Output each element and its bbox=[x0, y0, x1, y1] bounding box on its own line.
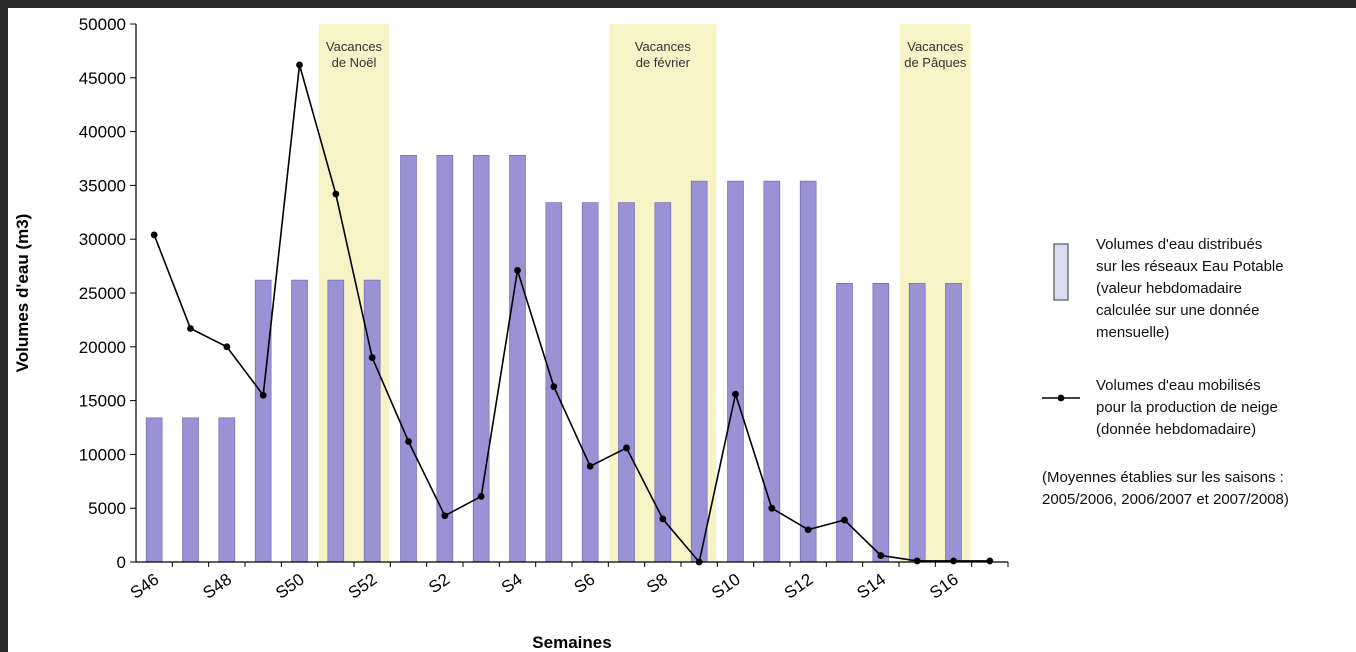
line-point bbox=[913, 557, 921, 565]
x-tick-label: S10 bbox=[708, 570, 744, 603]
bar bbox=[327, 279, 345, 563]
x-tick-label: S48 bbox=[199, 570, 235, 603]
line-point bbox=[550, 383, 558, 391]
legend-line-label: pour la production de neige bbox=[1096, 399, 1278, 416]
line-point bbox=[695, 558, 703, 566]
x-tick-label: S16 bbox=[926, 570, 962, 603]
line-point bbox=[623, 444, 630, 452]
bar bbox=[581, 202, 599, 563]
bar bbox=[400, 154, 417, 563]
holiday-band-label: Vacances bbox=[635, 39, 692, 54]
bar bbox=[218, 417, 236, 563]
bar bbox=[436, 154, 454, 563]
bar bbox=[145, 417, 163, 563]
holiday-band-label: Vacances bbox=[907, 39, 964, 54]
x-tick-label: S2 bbox=[425, 570, 453, 597]
line-point bbox=[841, 516, 848, 524]
bar bbox=[545, 202, 563, 563]
chart-frame: Vacances de Noël Vacances de février Vacance… bbox=[8, 8, 1356, 652]
x-tick-label: S8 bbox=[643, 570, 671, 597]
y-tick-label: 25000 bbox=[79, 284, 126, 303]
bar bbox=[690, 180, 708, 563]
line-point bbox=[732, 390, 739, 398]
line-point bbox=[768, 504, 776, 512]
y-tick-label: 5000 bbox=[88, 499, 126, 518]
holiday-band-label: Vacances bbox=[326, 39, 383, 54]
line-point bbox=[223, 343, 231, 351]
line-point bbox=[804, 526, 812, 534]
x-tick-label: S52 bbox=[345, 570, 381, 603]
legend-bar-label: Volumes d'eau distribués bbox=[1096, 236, 1262, 253]
line-point bbox=[332, 190, 340, 198]
line-point bbox=[986, 557, 994, 565]
y-tick-label: 50000 bbox=[79, 15, 126, 34]
bar bbox=[945, 283, 962, 563]
legend-note: (Moyennes établies sur les saisons : bbox=[1042, 469, 1284, 486]
y-tick-label: 35000 bbox=[79, 176, 126, 195]
legend-bar-label: sur les réseaux Eau Potable bbox=[1096, 258, 1284, 275]
bar bbox=[509, 154, 526, 563]
bar bbox=[254, 279, 272, 563]
holiday-band-label: de Pâques bbox=[904, 55, 967, 70]
x-tick-label: S6 bbox=[571, 570, 599, 597]
legend-note: 2005/2006, 2006/2007 et 2007/2008) bbox=[1042, 491, 1289, 508]
bar bbox=[472, 154, 490, 563]
line-point bbox=[441, 512, 449, 520]
y-tick-label: 40000 bbox=[79, 123, 126, 142]
y-tick-label: 10000 bbox=[79, 445, 126, 464]
line-point bbox=[187, 325, 194, 332]
y-tick-label: 20000 bbox=[79, 338, 126, 357]
line-point bbox=[514, 267, 521, 274]
line-point bbox=[150, 231, 158, 239]
y-tick-label: 0 bbox=[117, 553, 126, 572]
bar bbox=[618, 202, 635, 563]
line-point bbox=[877, 552, 885, 559]
bar bbox=[182, 417, 199, 563]
x-axis-title: Semaines bbox=[532, 633, 611, 652]
bar bbox=[799, 180, 817, 563]
line-point bbox=[368, 354, 376, 361]
bar bbox=[363, 279, 381, 563]
holiday-band-label: de février bbox=[636, 55, 691, 70]
line-point bbox=[950, 557, 957, 565]
legend-bar-swatch bbox=[1053, 243, 1069, 301]
legend-line-label: Volumes d'eau mobilisés bbox=[1096, 377, 1261, 394]
line-point bbox=[586, 462, 594, 470]
line-point bbox=[296, 61, 303, 69]
x-tick-label: S14 bbox=[853, 570, 889, 603]
line-point bbox=[405, 438, 412, 445]
plot-area bbox=[136, 24, 1008, 562]
legend-bar-label: calculée sur une donnée bbox=[1096, 302, 1259, 319]
bar bbox=[727, 180, 744, 563]
legend-line-label: (donnée hebdomadaire) bbox=[1096, 421, 1256, 438]
bar bbox=[291, 279, 308, 563]
line-point bbox=[477, 492, 485, 500]
x-tick-label: S4 bbox=[498, 570, 526, 597]
y-axis-title: Volumes d'eau (m3) bbox=[13, 214, 32, 373]
snow-production-line bbox=[153, 64, 990, 564]
bar bbox=[908, 283, 926, 563]
x-tick-label: S46 bbox=[127, 570, 163, 603]
legend-line-marker bbox=[1057, 394, 1065, 402]
legend-bar-label: mensuelle) bbox=[1096, 324, 1169, 341]
line-point bbox=[259, 391, 267, 399]
legend-bar-label: (valeur hebdomadaire bbox=[1096, 280, 1242, 297]
bar bbox=[872, 283, 890, 563]
x-tick-label: S50 bbox=[272, 570, 308, 603]
x-tick-label: S12 bbox=[781, 570, 817, 603]
line-point bbox=[659, 515, 667, 523]
y-tick-label: 45000 bbox=[79, 69, 126, 88]
y-tick-label: 15000 bbox=[79, 392, 126, 411]
holiday-band-label: de Noël bbox=[332, 55, 377, 70]
y-tick-label: 30000 bbox=[79, 230, 126, 249]
